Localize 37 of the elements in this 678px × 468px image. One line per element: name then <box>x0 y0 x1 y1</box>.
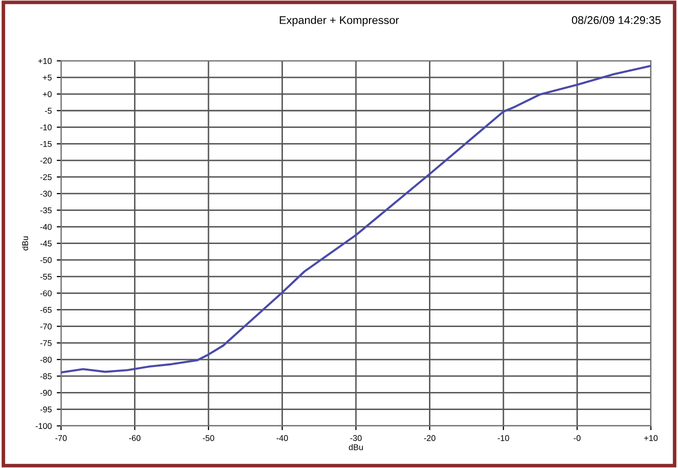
x-axis-title: dBu <box>348 444 363 450</box>
y-tick-label: +10 <box>38 58 52 64</box>
line-series <box>61 64 651 374</box>
x-tick-label: -10 <box>498 435 510 442</box>
y-tick-label: -90 <box>40 390 52 396</box>
y-tick-label: -45 <box>40 240 52 246</box>
y-axis-title: dBu <box>22 236 28 250</box>
y-tick-label: -5 <box>44 108 52 114</box>
y-tick-label: +5 <box>42 74 52 81</box>
x-tick-label: -0 <box>574 435 581 442</box>
y-tick-label: -30 <box>40 190 52 197</box>
x-tick-label: -70 <box>55 435 67 442</box>
y-tick-label: -80 <box>40 356 52 363</box>
y-tick-label: -10 <box>40 124 52 130</box>
y-tick-label: -75 <box>40 340 52 346</box>
y-tick-label: -50 <box>40 257 52 264</box>
x-tick-label: -30 <box>350 435 362 442</box>
x-tick-label: -60 <box>129 435 140 442</box>
chart-title: Expander + Kompressor <box>280 16 399 26</box>
x-tick-label: -50 <box>202 435 214 442</box>
text: 08/26/09 14:29:35 <box>572 16 661 24</box>
y-tick-label: -60 <box>40 290 52 296</box>
y-tick-label: -85 <box>40 373 52 380</box>
y-tick-label: -15 <box>40 141 52 147</box>
x-tick-label: -20 <box>424 435 436 442</box>
x-tick-label: -40 <box>276 435 288 442</box>
y-tick-label: -65 <box>40 306 52 313</box>
y-tick-label: -95 <box>40 406 52 412</box>
y-tick-label: -20 <box>40 158 52 164</box>
y-tick-label: -40 <box>40 224 52 230</box>
y-tick-label: -70 <box>40 324 52 330</box>
x-tick-label: +10 <box>644 435 658 442</box>
y-tick-label: -35 <box>40 207 52 214</box>
y-tick-label: -55 <box>40 274 52 280</box>
y-tick-label: +0 <box>42 91 52 98</box>
y-tick-label: -25 <box>40 174 52 180</box>
y-tick-label: -100 <box>36 423 52 429</box>
